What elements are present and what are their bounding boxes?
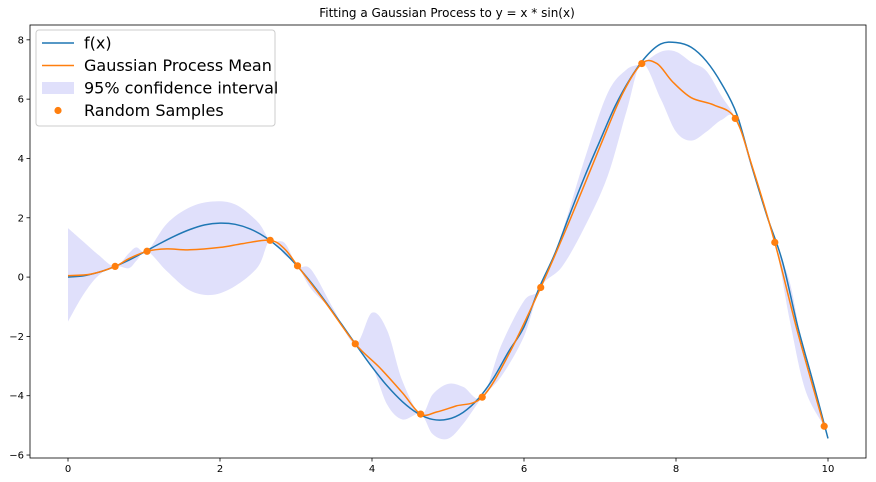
- confidence-band: [68, 50, 825, 440]
- x-tick-label: 6: [521, 464, 527, 475]
- chart-title: Fitting a Gaussian Process to y = x * si…: [319, 6, 575, 20]
- y-tick-label: 2: [18, 213, 24, 224]
- axes: 0 2 4 6 8 10 −6 −4 −2 0 2 4 6 8: [9, 24, 867, 475]
- plot-area: [67, 41, 829, 440]
- legend: f(x) Gaussian Process Mean 95% confidence …: [35, 29, 278, 127]
- y-tick-label: 6: [18, 95, 24, 106]
- y-tick-label: 8: [18, 35, 24, 46]
- sample-point: [771, 238, 779, 246]
- legend-entry: Gaussian Process Mean: [42, 56, 272, 75]
- x-tick-label: 8: [673, 464, 679, 475]
- y-tick-label: −4: [9, 391, 24, 402]
- sample-point: [537, 283, 545, 292]
- sample-point: [820, 422, 828, 430]
- legend-entry: f(x): [42, 34, 112, 53]
- legend-entry: Random Samples: [54, 101, 224, 120]
- legend-entry: 95% confidence interval: [42, 79, 278, 98]
- sample-point: [111, 262, 119, 271]
- legend-label: Random Samples: [84, 101, 224, 120]
- gp-mean-line: [67, 59, 825, 427]
- x-tick-label: 10: [822, 464, 835, 475]
- y-tick-label: 0: [18, 273, 24, 284]
- x-tick-label: 2: [217, 464, 223, 475]
- y-tick-label: −2: [9, 332, 24, 343]
- sample-point: [731, 114, 739, 123]
- sample-point: [266, 236, 274, 244]
- fx-line: [67, 41, 829, 439]
- legend-label: Gaussian Process Mean: [84, 56, 272, 75]
- y-tick-label: −6: [9, 451, 24, 462]
- plot-frame: [29, 24, 867, 459]
- sample-point: [143, 247, 151, 255]
- y-tick-label: 4: [18, 154, 24, 165]
- legend-label: f(x): [84, 34, 112, 53]
- plot-series: [67, 41, 829, 440]
- x-tick-label: 0: [65, 464, 71, 475]
- legend-label: 95% confidence interval: [84, 79, 278, 98]
- sample-point: [351, 340, 359, 348]
- legend-box: [35, 29, 276, 127]
- sample-point: [478, 393, 486, 401]
- sample-point: [293, 262, 302, 270]
- legend-point-swatch: [54, 106, 62, 115]
- x-tick-label: 4: [369, 464, 375, 475]
- sample-point: [417, 410, 425, 418]
- legend-band-swatch: [42, 82, 74, 94]
- sample-point: [638, 59, 646, 68]
